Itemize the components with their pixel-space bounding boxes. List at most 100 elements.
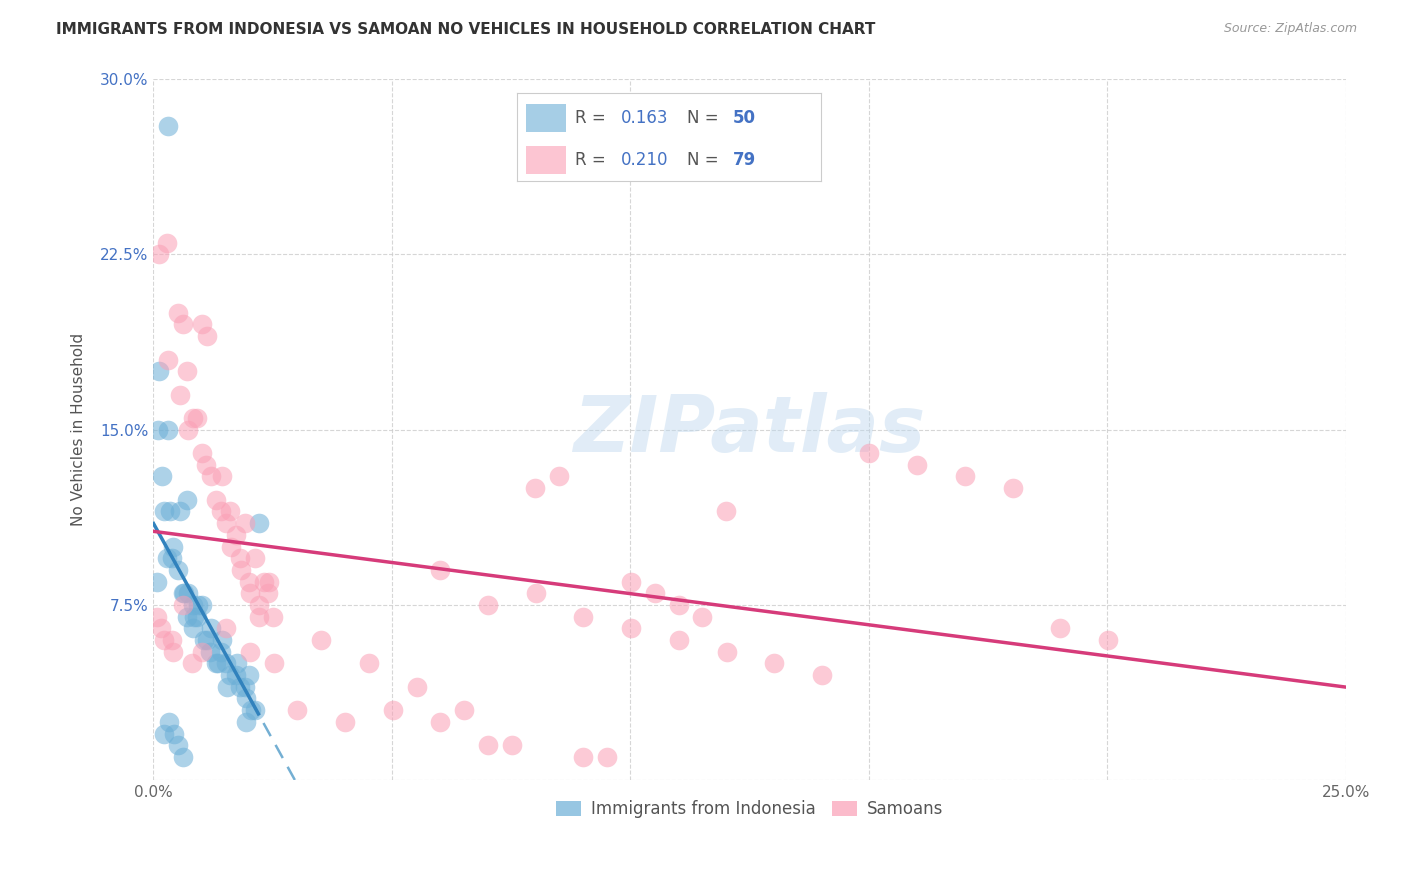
Point (524, 481, 547, 495)
Point (253, 574, 276, 589)
Point (247, 516, 270, 530)
Point (333, 714, 356, 729)
Point (190, 446, 212, 460)
Point (219, 668, 242, 682)
Point (177, 586, 200, 600)
Point (200, 621, 222, 635)
Point (209, 645, 232, 659)
Point (548, 469, 571, 483)
Point (146, 574, 169, 589)
Point (1049, 621, 1071, 635)
Point (167, 563, 190, 577)
Point (1097, 633, 1119, 648)
Point (146, 423, 169, 437)
Point (172, 318, 194, 332)
Point (211, 469, 233, 483)
Point (211, 633, 233, 648)
Y-axis label: No Vehicles in Household: No Vehicles in Household (72, 333, 86, 526)
Point (198, 645, 221, 659)
Point (229, 680, 252, 694)
Text: IMMIGRANTS FROM INDONESIA VS SAMOAN NO VEHICLES IN HOUSEHOLD CORRELATION CHART: IMMIGRANTS FROM INDONESIA VS SAMOAN NO V… (56, 22, 876, 37)
Point (453, 703, 475, 717)
Point (238, 668, 260, 682)
Point (217, 680, 239, 694)
Point (195, 329, 218, 343)
Point (209, 504, 232, 518)
Point (152, 633, 174, 648)
Point (152, 726, 174, 740)
Point (524, 586, 547, 600)
Point (160, 633, 183, 648)
Point (195, 633, 218, 648)
Point (243, 703, 266, 717)
Point (156, 235, 179, 250)
Point (239, 645, 262, 659)
Point (257, 574, 280, 589)
Point (572, 750, 595, 764)
Point (146, 609, 169, 624)
Point (596, 750, 619, 764)
Text: ZIPatlas: ZIPatlas (574, 392, 925, 467)
Point (716, 645, 738, 659)
Point (195, 458, 218, 472)
Point (190, 645, 212, 659)
Point (239, 586, 262, 600)
Text: Source: ZipAtlas.com: Source: ZipAtlas.com (1223, 22, 1357, 36)
Point (381, 703, 404, 717)
Point (309, 633, 332, 648)
Point (172, 750, 194, 764)
Point (205, 492, 228, 507)
Legend: Immigrants from Indonesia, Samoans: Immigrants from Indonesia, Samoans (550, 793, 950, 824)
Point (953, 469, 976, 483)
Point (193, 633, 215, 648)
Point (229, 563, 252, 577)
Point (405, 680, 427, 694)
Point (620, 574, 643, 589)
Point (262, 609, 284, 624)
Point (235, 691, 257, 706)
Point (429, 563, 451, 577)
Point (219, 540, 242, 554)
Point (907, 458, 929, 472)
Point (257, 586, 280, 600)
Point (207, 657, 229, 671)
Point (668, 633, 690, 648)
Point (166, 738, 188, 752)
Point (572, 609, 595, 624)
Point (233, 516, 256, 530)
Point (156, 551, 179, 566)
Point (225, 528, 247, 542)
Point (477, 738, 499, 752)
Point (263, 657, 285, 671)
Point (200, 469, 222, 483)
Point (1001, 481, 1024, 495)
Point (162, 540, 184, 554)
Point (187, 598, 209, 612)
Point (183, 609, 205, 624)
Point (163, 726, 186, 740)
Point (235, 714, 257, 729)
Point (225, 668, 247, 682)
Point (169, 387, 191, 401)
Point (176, 364, 198, 378)
Point (247, 598, 270, 612)
Point (285, 703, 308, 717)
Point (501, 738, 523, 752)
Point (247, 609, 270, 624)
Point (157, 352, 180, 367)
Point (858, 446, 880, 460)
Point (173, 586, 195, 600)
Point (157, 423, 180, 437)
Point (167, 306, 190, 320)
Point (205, 657, 228, 671)
Point (181, 621, 204, 635)
Point (215, 657, 238, 671)
Point (176, 492, 198, 507)
Point (243, 551, 266, 566)
Point (357, 657, 380, 671)
Point (229, 551, 252, 566)
Point (172, 598, 194, 612)
Point (157, 119, 180, 133)
Point (186, 411, 208, 425)
Point (177, 423, 200, 437)
